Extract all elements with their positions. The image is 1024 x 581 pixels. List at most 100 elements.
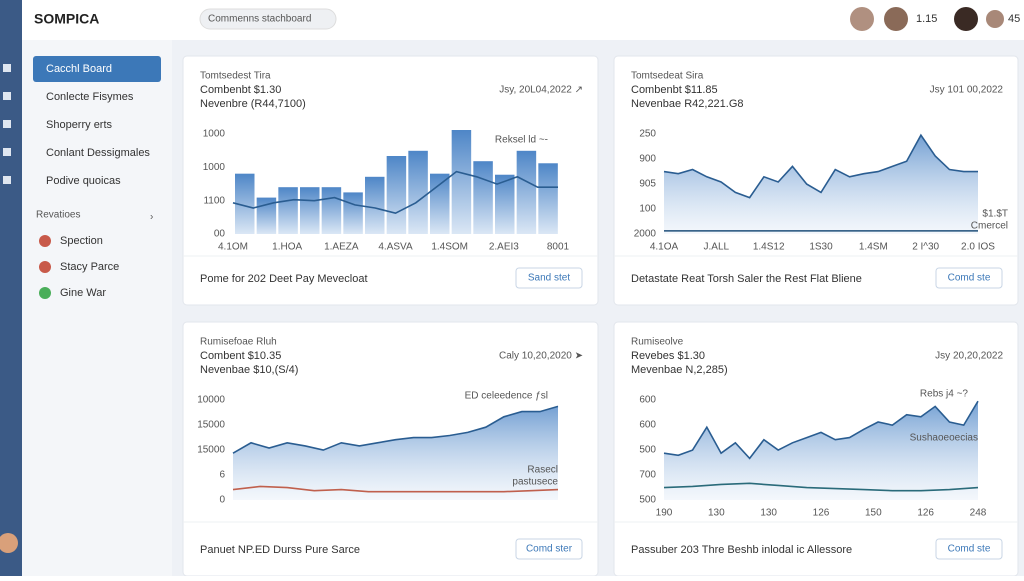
y-tick-label: 0 [219, 495, 225, 506]
card-subtitle: Mevenbae N,2,285) [631, 364, 728, 376]
y-tick-label: 100 [639, 204, 656, 215]
button[interactable] [935, 538, 1003, 560]
card-subtitle: Nevenbre (R44,7100) [200, 98, 306, 110]
bar [321, 187, 342, 234]
status-dot [39, 235, 51, 247]
bar [495, 174, 515, 234]
bar [386, 156, 407, 234]
card-label: Tomtsedeat Sira [631, 71, 704, 82]
avatar[interactable] [986, 10, 1004, 28]
annotation: ED celeedence ƒsl [465, 391, 548, 402]
card-label: Tomtsedest Tira [200, 71, 271, 82]
y-tick-label: 900 [639, 154, 656, 165]
card-subtitle: Nevenbae R42,221.G8 [631, 98, 744, 110]
icon-rail [0, 0, 22, 576]
annotation: $1.$T [982, 209, 1008, 220]
button-label[interactable]: Comd ste [948, 273, 991, 284]
search[interactable] [199, 8, 337, 30]
user-avatar[interactable] [0, 533, 18, 553]
area [233, 406, 558, 500]
x-tick-label: 1.4SM [859, 242, 888, 253]
button-label[interactable]: Sand stet [528, 273, 570, 284]
line [663, 400, 979, 460]
bar [235, 173, 255, 234]
y-tick-label: 600 [639, 420, 656, 431]
x-tick-label: 1.4SOM [431, 242, 468, 253]
nav-item[interactable]: Conlant Dessigmales [46, 147, 150, 159]
y-tick-label: 600 [639, 395, 656, 406]
bar [300, 187, 320, 234]
y-tick-label: 15000 [197, 445, 225, 456]
x-tick-label: 248 [970, 508, 987, 519]
card-subtitle: Nevenbae $10,(S/4) [200, 364, 298, 376]
card-date: Jsy, 20L04,2022 ↗ [499, 85, 583, 96]
x-tick-label: 130 [708, 508, 725, 519]
x-tick-label: 4.1OM [218, 242, 248, 253]
count: 45 [1008, 13, 1020, 25]
x-tick-label: 4.ASVA [378, 242, 413, 253]
x-tick-label: 126 [917, 508, 934, 519]
card-footer: Passuber 203 Thre Beshb inlodal ic Alles… [631, 544, 852, 556]
area [664, 401, 978, 500]
button[interactable] [515, 538, 583, 560]
rail-icon [3, 120, 11, 128]
x-tick-label: 190 [656, 508, 673, 519]
nav-section: Revatioes [36, 210, 80, 221]
annotation: Reksel ld ~- [495, 135, 548, 146]
bar [430, 173, 450, 234]
button-label[interactable]: Comd ste [948, 544, 991, 555]
nav-subitem[interactable]: Spection [60, 235, 103, 247]
card [613, 55, 1019, 306]
x-tick-label: 126 [813, 508, 830, 519]
y-tick-label: 1000 [203, 129, 226, 140]
y-tick-label: 1000 [203, 162, 226, 173]
status-dot [39, 261, 51, 273]
line [232, 170, 558, 215]
avatar[interactable] [850, 7, 874, 31]
nav-item[interactable]: Podive quoicas [46, 175, 121, 187]
nav-subitem[interactable]: Gine War [60, 287, 106, 299]
nav-item[interactable]: Cacchl Board [46, 63, 112, 75]
annotation: Rebs j4 ~? [920, 389, 969, 400]
y-tick-label: 15000 [197, 420, 225, 431]
card-title: Revebes $1.30 [631, 350, 705, 362]
rail-icon [3, 176, 11, 184]
y-tick-label: 905 [639, 179, 656, 190]
nav-active[interactable] [33, 56, 161, 82]
x-tick-label: 2.0 IOS [961, 242, 995, 253]
rail-icon [3, 64, 11, 72]
x-tick-label: 2.AEI3 [489, 242, 519, 253]
nav-item[interactable]: Shoperry erts [46, 119, 113, 131]
nav-item[interactable]: Conlecte Fisymes [46, 91, 134, 103]
rail-icon [3, 92, 11, 100]
bar [516, 150, 537, 234]
card-title: Combenbt $11.85 [631, 84, 718, 96]
search-text: Commenns stachboard [208, 14, 311, 25]
card-date: Jsy 20,20,2022 [935, 351, 1003, 362]
x-tick-label: 4.1OA [650, 242, 679, 253]
x-tick-label: 1.4S12 [753, 242, 785, 253]
card-date: Jsy 101 00,2022 [930, 85, 1004, 96]
bar [365, 176, 385, 234]
y-tick-label: 2000 [634, 229, 657, 240]
button[interactable] [935, 267, 1003, 289]
card-title: Combenbt $1.30 [200, 84, 281, 96]
button-label[interactable]: Comd ster [526, 544, 573, 555]
x-tick-label: 2 I^30 [912, 242, 939, 253]
bar [278, 187, 298, 234]
button[interactable] [515, 267, 583, 289]
line [663, 482, 979, 492]
avatar[interactable] [884, 7, 908, 31]
annotation: Sushaoeoecias [910, 433, 978, 444]
y-tick-label: 6 [219, 470, 225, 481]
x-tick-label: 130 [760, 508, 777, 519]
avatar[interactable] [954, 7, 978, 31]
nav-subitem[interactable]: Stacy Parce [60, 261, 119, 273]
y-tick-label: 00 [214, 229, 226, 240]
x-tick-label: 1.AEZA [324, 242, 359, 253]
annotation: pastusece [512, 477, 558, 488]
y-tick-label: 250 [639, 129, 656, 140]
status-dot [39, 287, 51, 299]
line [232, 405, 559, 454]
